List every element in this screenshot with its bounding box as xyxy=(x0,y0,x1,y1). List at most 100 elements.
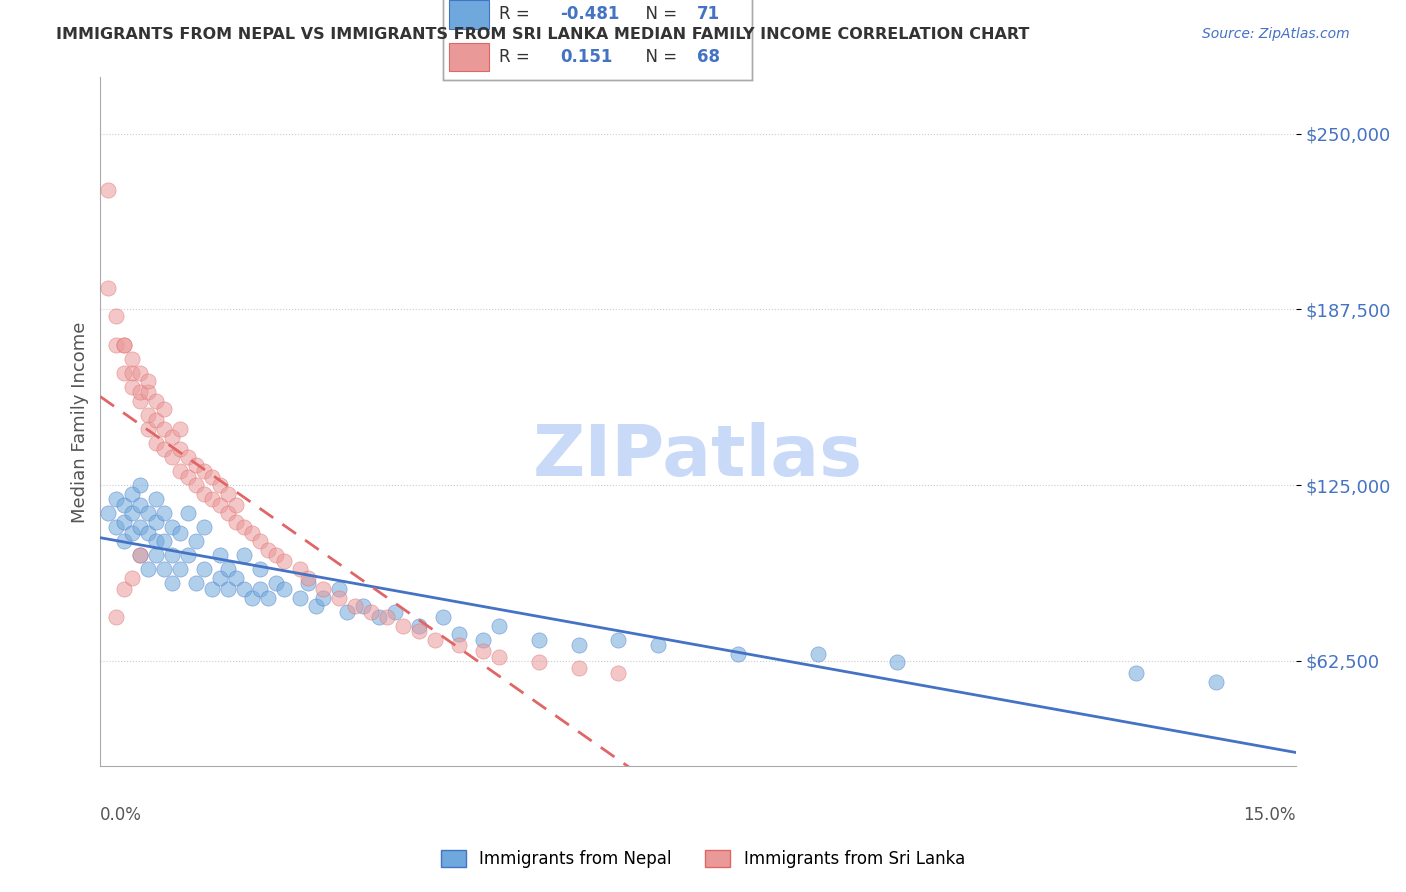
Point xyxy=(193,520,215,534)
Point xyxy=(256,591,278,605)
Text: N =: N = xyxy=(634,5,682,23)
Point xyxy=(97,281,120,295)
Point xyxy=(112,337,135,351)
Point xyxy=(328,591,350,605)
Point xyxy=(129,393,152,408)
Point xyxy=(97,183,120,197)
Point xyxy=(273,554,295,568)
Point xyxy=(886,655,908,669)
Point xyxy=(273,582,295,596)
FancyBboxPatch shape xyxy=(449,43,489,71)
Point xyxy=(607,666,630,681)
Point xyxy=(447,627,470,641)
Point xyxy=(177,469,200,483)
Point xyxy=(264,576,287,591)
Point xyxy=(129,366,152,380)
Point xyxy=(527,632,550,647)
Point xyxy=(184,534,207,549)
Point xyxy=(607,632,630,647)
Point xyxy=(225,515,247,529)
Point xyxy=(217,582,239,596)
Point xyxy=(249,534,271,549)
Text: Source: ZipAtlas.com: Source: ZipAtlas.com xyxy=(1202,27,1350,41)
Point xyxy=(121,351,143,366)
Point xyxy=(160,549,183,563)
Point xyxy=(193,562,215,576)
Point xyxy=(169,422,191,436)
Point xyxy=(153,402,176,417)
Point xyxy=(256,542,278,557)
Point xyxy=(336,605,359,619)
Point xyxy=(208,549,231,563)
Point xyxy=(129,498,152,512)
Legend: Immigrants from Nepal, Immigrants from Sri Lanka: Immigrants from Nepal, Immigrants from S… xyxy=(434,843,972,875)
Point xyxy=(432,610,454,624)
Text: 0.0%: 0.0% xyxy=(100,805,142,823)
Point xyxy=(240,591,263,605)
Point xyxy=(145,492,167,507)
Point xyxy=(304,599,326,613)
Point xyxy=(121,486,143,500)
Point xyxy=(153,506,176,520)
Point xyxy=(97,506,120,520)
Text: 15.0%: 15.0% xyxy=(1243,805,1296,823)
Point xyxy=(153,534,176,549)
Point xyxy=(153,422,176,436)
Point xyxy=(112,337,135,351)
Point xyxy=(193,464,215,478)
Point xyxy=(121,366,143,380)
Point xyxy=(160,520,183,534)
Point xyxy=(1205,674,1227,689)
Point xyxy=(145,534,167,549)
Point xyxy=(249,582,271,596)
Point xyxy=(177,506,200,520)
Text: R =: R = xyxy=(499,48,534,66)
Point xyxy=(105,520,128,534)
Point xyxy=(297,571,319,585)
Point xyxy=(567,661,589,675)
Point xyxy=(184,458,207,473)
Point xyxy=(193,486,215,500)
Point xyxy=(136,374,159,388)
Point xyxy=(807,647,830,661)
Point xyxy=(240,525,263,540)
Point xyxy=(471,644,494,658)
Text: 71: 71 xyxy=(696,5,720,23)
Point xyxy=(105,610,128,624)
Point xyxy=(488,618,510,632)
Point xyxy=(249,562,271,576)
Point xyxy=(208,571,231,585)
Point xyxy=(129,549,152,563)
Y-axis label: Median Family Income: Median Family Income xyxy=(72,321,89,523)
Point xyxy=(145,413,167,427)
Point xyxy=(145,549,167,563)
Point xyxy=(169,442,191,456)
Point xyxy=(232,520,254,534)
Point xyxy=(121,380,143,394)
Text: -0.481: -0.481 xyxy=(561,5,620,23)
Point xyxy=(121,506,143,520)
Point xyxy=(312,582,335,596)
Point xyxy=(129,385,152,400)
Point xyxy=(105,337,128,351)
Point xyxy=(145,515,167,529)
FancyBboxPatch shape xyxy=(449,0,489,29)
Point xyxy=(375,610,398,624)
Point xyxy=(153,442,176,456)
Text: 68: 68 xyxy=(696,48,720,66)
Point xyxy=(169,464,191,478)
Point xyxy=(145,393,167,408)
Point xyxy=(232,549,254,563)
Point xyxy=(344,599,367,613)
Point xyxy=(384,605,406,619)
Point xyxy=(201,469,224,483)
Point xyxy=(408,624,430,639)
Point xyxy=(471,632,494,647)
Point xyxy=(647,638,669,652)
Point xyxy=(208,498,231,512)
Point xyxy=(232,582,254,596)
Text: 0.151: 0.151 xyxy=(561,48,613,66)
Point xyxy=(136,422,159,436)
Point xyxy=(184,478,207,492)
Text: IMMIGRANTS FROM NEPAL VS IMMIGRANTS FROM SRI LANKA MEDIAN FAMILY INCOME CORRELAT: IMMIGRANTS FROM NEPAL VS IMMIGRANTS FROM… xyxy=(56,27,1029,42)
